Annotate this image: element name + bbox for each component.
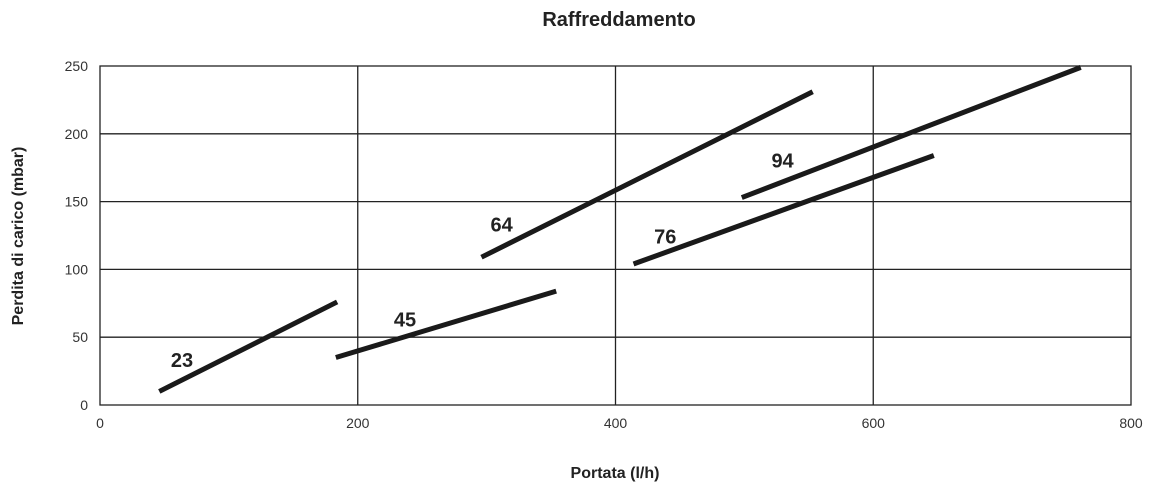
series	[158, 65, 1082, 394]
series-label-76: 76	[654, 227, 676, 249]
y-tick-label: 150	[65, 194, 89, 210]
grid	[100, 66, 1131, 405]
series-line-64	[480, 89, 814, 260]
y-tick-label: 50	[72, 329, 88, 345]
x-tick-label: 600	[862, 415, 886, 431]
series-label-94: 94	[771, 151, 794, 173]
x-tick-label: 0	[96, 415, 104, 431]
y-axis: 0 50 100 150 200 250	[65, 58, 89, 413]
x-tick-label: 400	[604, 415, 628, 431]
y-tick-label: 100	[65, 261, 89, 277]
y-tick-label: 0	[80, 397, 88, 413]
chart-title: Raffreddamento	[542, 9, 695, 31]
plot-frame	[99, 65, 1132, 406]
y-tick-label: 200	[65, 126, 89, 142]
x-axis: 0 200 400 600 800	[96, 415, 1143, 431]
x-tick-label: 200	[346, 415, 370, 431]
x-axis-label: Portata (l/h)	[571, 465, 660, 482]
series-line-23	[158, 299, 339, 394]
series-labels: 23 45 64 76 94	[171, 151, 795, 372]
series-label-45: 45	[394, 309, 416, 331]
series-label-64: 64	[490, 214, 513, 236]
series-line-76	[632, 153, 935, 267]
y-tick-label: 250	[65, 58, 89, 74]
y-axis-label: Perdita di carico (mbar)	[10, 147, 27, 326]
series-label-23: 23	[171, 350, 193, 372]
series-line-94	[740, 65, 1082, 200]
x-tick-label: 800	[1119, 415, 1143, 431]
series-line-45	[335, 288, 557, 360]
